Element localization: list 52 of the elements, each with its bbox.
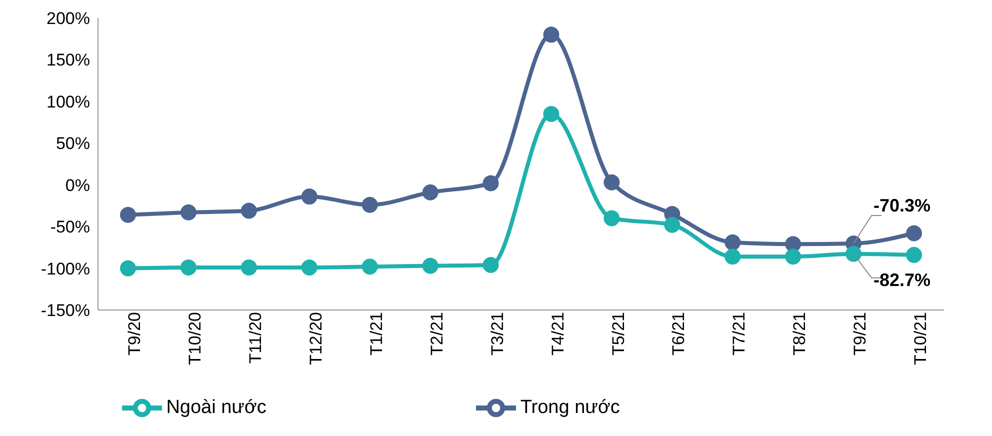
y-tick-label: 50% [56,134,90,154]
x-tick-label: T10/20 [186,312,205,365]
x-tick-label: T5/21 [608,312,628,356]
x-tick-label: T2/21 [427,312,446,356]
x-tick-label: T6/21 [669,312,688,356]
data-label: -82.7% [874,270,931,290]
point [482,175,499,192]
point [301,259,318,276]
point [604,210,620,226]
data-label: -70.3% [874,196,931,216]
y-tick-label: 100% [46,92,90,112]
point [180,259,196,276]
point [785,236,802,252]
point [482,256,499,273]
point [422,184,438,200]
y-tick-label: -150% [40,301,90,320]
x-tick-label: T3/21 [488,312,507,356]
point [543,26,560,43]
y-tick-label: 150% [46,50,90,70]
point [906,225,922,242]
point [906,246,922,263]
legend-label: Trong nước [520,397,620,418]
x-tick-label: T7/21 [730,312,749,356]
x-tick-label: T11/20 [246,312,265,364]
y-tick-label: -50% [50,218,90,237]
point [422,258,438,274]
y-tick-label: -100% [40,259,90,278]
point [120,260,136,276]
y-tick-label: 200% [46,9,90,28]
x-tick-label: T12/20 [306,312,326,365]
point [724,248,741,265]
x-tick-label: T4/21 [548,312,568,356]
point [362,196,378,213]
legend-label: Ngoài nước [166,397,266,418]
point [240,259,257,276]
point [785,248,802,265]
point [543,106,560,122]
point [240,202,257,219]
y-tick-label: 0% [65,176,90,195]
x-tick-label: T1/21 [366,312,386,356]
x-tick-label: T8/21 [790,312,810,356]
point [846,246,862,262]
x-tick-label: T10/21 [911,312,930,365]
point [180,204,196,220]
point [120,206,136,223]
point [664,216,680,233]
point [604,174,620,190]
point [301,188,318,205]
point [724,234,741,250]
point [362,258,378,275]
x-tick-label: T9/21 [850,312,870,356]
x-tick-label: T9/20 [125,312,144,356]
